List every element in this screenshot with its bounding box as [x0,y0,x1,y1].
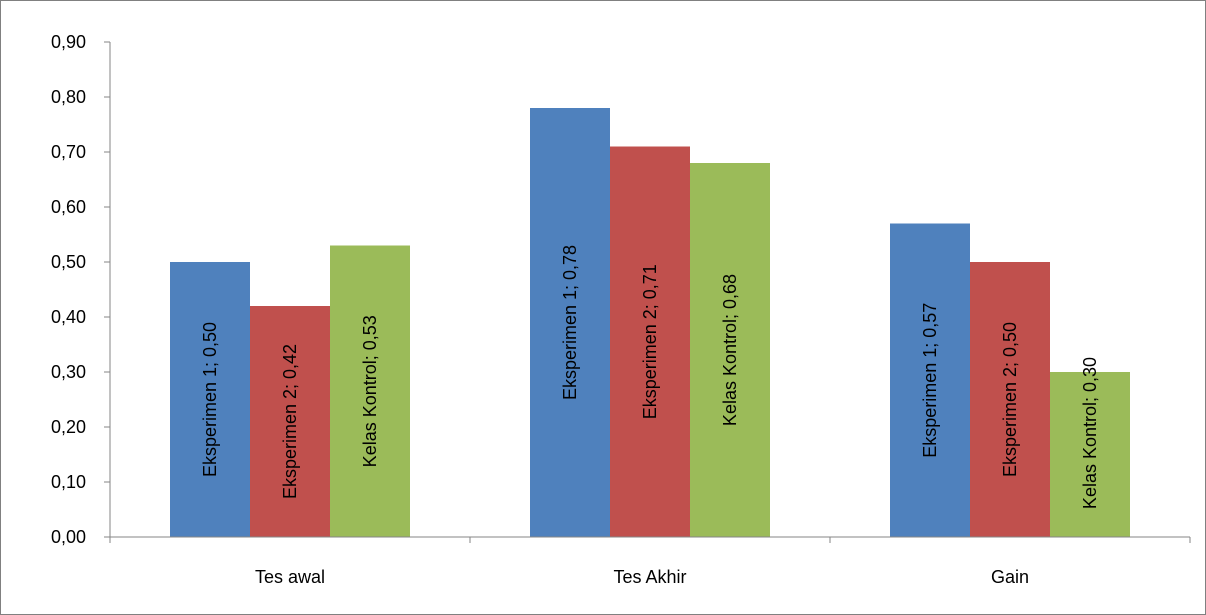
data-label: Eksperimen 2; 0,71 [640,264,660,419]
y-tick-label: 0,30 [51,362,86,382]
y-tick-label: 0,10 [51,472,86,492]
data-label: Kelas Kontrol; 0,53 [360,315,380,467]
data-label: Eksperimen 1; 0,57 [920,303,940,458]
x-category-label: Gain [991,567,1029,587]
y-tick-label: 0,40 [51,307,86,327]
y-tick-label: 0,90 [51,32,86,52]
y-tick-label: 0,20 [51,417,86,437]
bar-kelas-kontrol-0 [330,245,410,537]
x-category-label: Tes Akhir [613,567,686,587]
data-label: Eksperimen 1; 0,50 [200,322,220,477]
y-tick-label: 0,60 [51,197,86,217]
data-label: Kelas Kontrol; 0,68 [720,274,740,426]
y-tick-label: 0,70 [51,142,86,162]
bar-eksperimen-1-0 [170,262,250,537]
bar-eksperimen-2-2 [970,262,1050,537]
bar-eksperimen-1-2 [890,223,970,537]
bar-eksperimen-2-0 [250,306,330,537]
data-label: Eksperimen 2; 0,50 [1000,322,1020,477]
bar-eksperimen-2-1 [610,146,690,537]
bar-eksperimen-1-1 [530,108,610,537]
y-tick-label: 0,00 [51,527,86,547]
data-label: Eksperimen 1; 0,78 [560,245,580,400]
data-label: Kelas Kontrol; 0,30 [1080,357,1100,509]
x-category-label: Tes awal [255,567,325,587]
y-tick-label: 0,80 [51,87,86,107]
bar-kelas-kontrol-1 [690,163,770,537]
bar-kelas-kontrol-2 [1050,372,1130,537]
y-tick-label: 0,50 [51,252,86,272]
data-label: Eksperimen 2; 0,42 [280,344,300,499]
